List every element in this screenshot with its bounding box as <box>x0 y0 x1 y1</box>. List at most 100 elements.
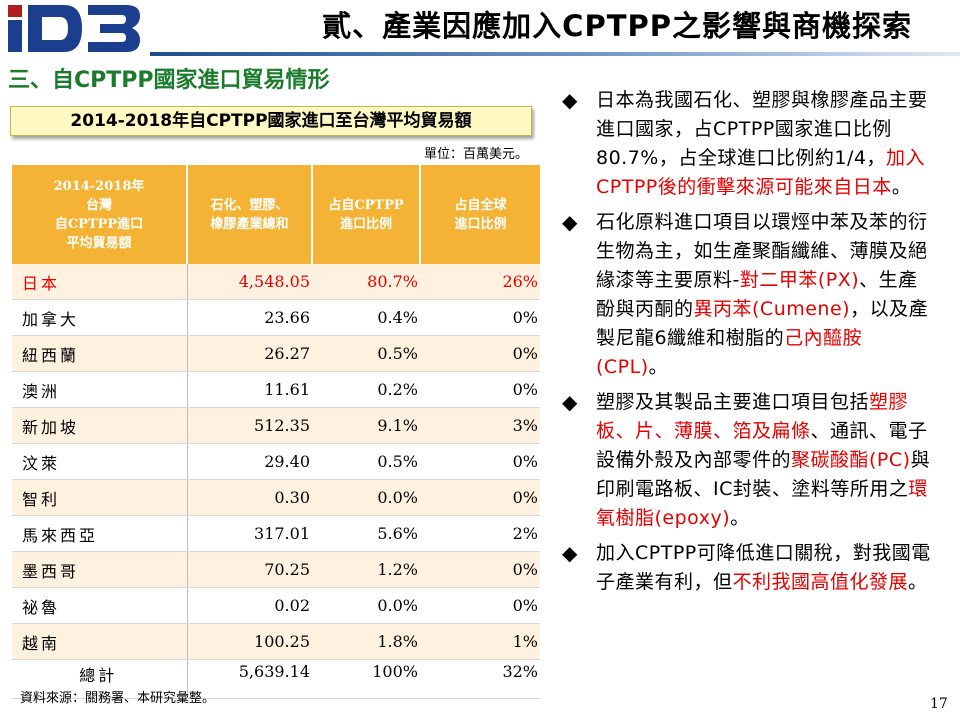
table-header-row: 2014-2018年 台灣 自CPTPP進口 平均貿易額 石化、塑膠、 橡膠產業總和 占… <box>12 165 540 264</box>
bullet-emphasis-text: 對二甲苯(PX) <box>739 269 860 291</box>
bullet-text: 塑膠及其製品主要進口項目包括 <box>596 391 870 413</box>
total-cell: 4,548.05 <box>187 264 312 300</box>
header-country: 2014-2018年 台灣 自CPTPP進口 平均貿易額 <box>12 165 188 264</box>
header-global-share: 占自全球 進口比例 <box>420 165 540 264</box>
bullet-text: 日本為我國石化、塑膠與橡膠產品主要進口國家，占CPTPP國家進口比例80.7%，… <box>596 89 928 169</box>
total-cell: 0.02 <box>187 587 312 624</box>
header-total: 石化、塑膠、 橡膠產業總和 <box>187 165 313 264</box>
trade-table: 2014-2018年 台灣 自CPTPP進口 平均貿易額 石化、塑膠、 橡膠產業總和 占… <box>12 165 540 699</box>
bullet-emphasis-text: 不利我國高值化發展 <box>732 571 909 593</box>
cptpp-share-cell: 1.8% <box>312 623 420 660</box>
country-cell: 總計 <box>12 659 188 699</box>
cptpp-share-cell: 80.7% <box>312 264 420 300</box>
cptpp-share-cell: 1.2% <box>312 551 420 588</box>
cptpp-share-cell: 9.1% <box>312 407 420 444</box>
total-cell: 26.27 <box>187 335 312 372</box>
section-heading: 三、自CPTPP國家進口貿易情形 <box>8 68 330 93</box>
bullet-text: 。 <box>730 507 750 529</box>
table-row: 祕魯 0.02 0.0% 0% <box>12 587 540 624</box>
bullet-text: 、生產酚與丙酮的 <box>596 269 918 320</box>
bullet-text: 。 <box>648 356 669 378</box>
total-cell: 70.25 <box>187 551 312 588</box>
table-row: 日本 4,548.05 80.7% 26% <box>12 264 540 300</box>
bullet-emphasis-text: 己內醯胺(CPL) <box>596 327 863 378</box>
bullet-emphasis-text: 聚碳酸酯(PC) <box>791 449 911 471</box>
bullet-text: 。 <box>891 176 912 198</box>
bullet-item: ◆ 石化原料進口項目以環烴中苯及苯的衍生物為主，如生產聚酯纖維、薄膜及絕緣漆等主要… <box>562 208 934 382</box>
country-cell: 越南 <box>12 623 188 660</box>
table-row: 加拿大 23.66 0.4% 0% <box>12 299 540 336</box>
total-cell: 29.40 <box>187 443 312 480</box>
bullet-item: ◆ 塑膠及其製品主要進口項目包括塑膠板、片、薄膜、箔及扁條、通訊、電子設備外殼及內… <box>562 388 934 533</box>
bullet-emphasis-text: 環氧樹脂(epoxy) <box>596 478 928 529</box>
table-row: 澳洲 11.61 0.2% 0% <box>12 371 540 408</box>
cptpp-share-cell: 0.0% <box>312 479 420 516</box>
diamond-bullet-icon: ◆ <box>562 88 578 112</box>
title-underline <box>150 52 960 56</box>
global-share-cell: 0% <box>420 587 540 624</box>
global-share-cell: 0% <box>420 299 540 336</box>
total-cell: 11.61 <box>187 371 312 408</box>
bullet-text: ，以及產製尼龍6纖維和樹脂的 <box>596 298 929 349</box>
total-cell: 317.01 <box>187 515 312 552</box>
bullet-emphasis-text: 異丙苯(Cumene) <box>693 298 851 320</box>
cptpp-share-cell: 5.6% <box>312 515 420 552</box>
global-share-cell: 0% <box>420 479 540 516</box>
table-caption: 2014-2018年自CPTPP國家進口至台灣平均貿易額 <box>10 106 532 136</box>
table-row: 馬來西亞 317.01 5.6% 2% <box>12 515 540 552</box>
total-cell: 5,639.14 <box>187 659 312 699</box>
header-cptpp-share: 占自CPTPP 進口比例 <box>312 165 421 264</box>
page-number: 17 <box>930 696 948 712</box>
bullet-item: ◆ 日本為我國石化、塑膠與橡膠產品主要進口國家，占CPTPP國家進口比例80.7%… <box>562 86 934 202</box>
country-cell: 加拿大 <box>12 299 188 336</box>
global-share-cell: 3% <box>420 407 540 444</box>
country-cell: 新加坡 <box>12 407 188 444</box>
table-row: 汶萊 29.40 0.5% 0% <box>12 443 540 480</box>
cptpp-share-cell: 0.0% <box>312 587 420 624</box>
diamond-bullet-icon: ◆ <box>562 210 578 234</box>
global-share-cell: 32% <box>420 659 540 699</box>
bullet-text: 石化原料進口項目以環烴中苯及苯的衍生物為主，如生產聚酯纖維、薄膜及絕緣漆等主要原… <box>596 211 928 291</box>
bullet-text: 。 <box>908 571 928 593</box>
table-row: 智利 0.30 0.0% 0% <box>12 479 540 516</box>
bullet-text: 加入CPTPP可降低進口關稅，對我國電子產業有利，但 <box>596 542 931 593</box>
cptpp-share-cell: 0.2% <box>312 371 420 408</box>
total-cell: 0.30 <box>187 479 312 516</box>
table-row: 墨西哥 70.25 1.2% 0% <box>12 551 540 588</box>
diamond-bullet-icon: ◆ <box>562 390 578 414</box>
country-cell: 日本 <box>12 264 188 300</box>
country-cell: 祕魯 <box>12 587 188 624</box>
country-cell: 汶萊 <box>12 443 188 480</box>
table-total-row: 總計 5,639.14 100% 32% <box>12 659 540 699</box>
bullet-emphasis-text: 塑膠板、片、薄膜、箔及扁條 <box>596 391 909 442</box>
bullet-list: ◆ 日本為我國石化、塑膠與橡膠產品主要進口國家，占CPTPP國家進口比例80.7%… <box>562 86 934 603</box>
country-cell: 墨西哥 <box>12 551 188 588</box>
total-cell: 512.35 <box>187 407 312 444</box>
cptpp-share-cell: 0.5% <box>312 443 420 480</box>
total-cell: 23.66 <box>187 299 312 336</box>
global-share-cell: 0% <box>420 335 540 372</box>
table-row: 越南 100.25 1.8% 1% <box>12 623 540 660</box>
diamond-bullet-icon: ◆ <box>562 541 578 565</box>
cptpp-share-cell: 100% <box>312 659 420 699</box>
global-share-cell: 0% <box>420 443 540 480</box>
cptpp-share-cell: 0.4% <box>312 299 420 336</box>
id3-logo <box>2 2 144 56</box>
bullet-item: ◆ 加入CPTPP可降低進口關稅，對我國電子產業有利，但不利我國高值化發展。 <box>562 539 934 597</box>
global-share-cell: 0% <box>420 371 540 408</box>
table-row: 新加坡 512.35 9.1% 3% <box>12 407 540 444</box>
global-share-cell: 1% <box>420 623 540 660</box>
unit-label: 單位：百萬美元。 <box>424 147 529 162</box>
country-cell: 智利 <box>12 479 188 516</box>
country-cell: 紐西蘭 <box>12 335 188 372</box>
global-share-cell: 0% <box>420 551 540 588</box>
bullet-emphasis-text: 加入CPTPP後的衝擊來源可能來自日本 <box>596 147 925 198</box>
slide-title: 貳、產業因應加入CPTPP之影響與商機探索 <box>322 9 912 43</box>
global-share-cell: 26% <box>420 264 540 300</box>
bullet-text: 與印刷電路板、IC封裝、塗料等所用之 <box>596 449 931 500</box>
country-cell: 澳洲 <box>12 371 188 408</box>
global-share-cell: 2% <box>420 515 540 552</box>
cptpp-share-cell: 0.5% <box>312 335 420 372</box>
source-note: 資料來源：關務署、本研究彙整。 <box>20 691 216 706</box>
country-cell: 馬來西亞 <box>12 515 188 552</box>
